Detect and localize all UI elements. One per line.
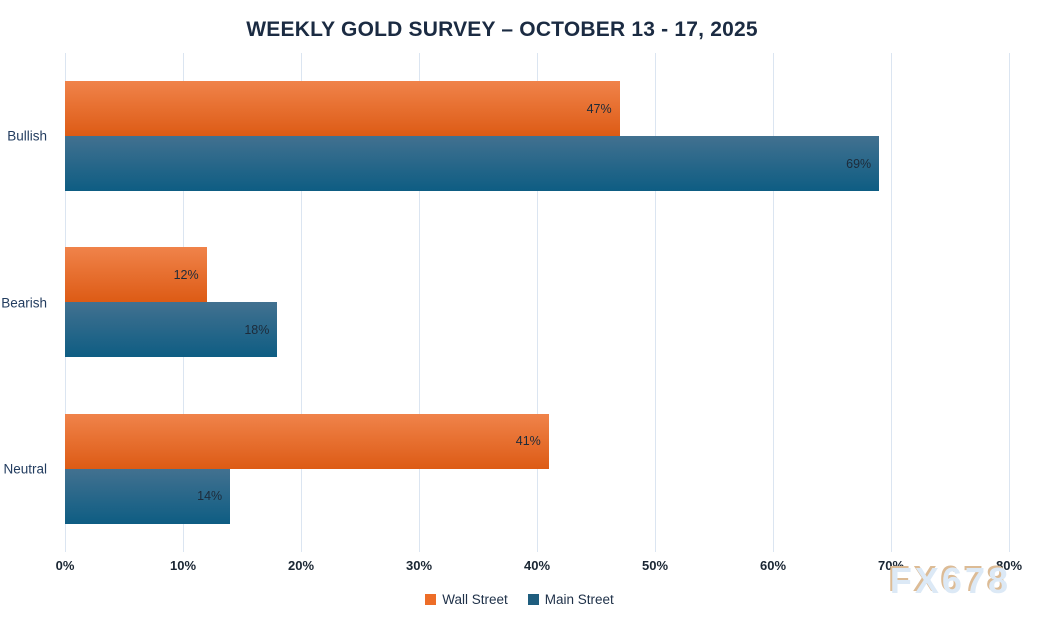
category-label-bullish: Bullish xyxy=(7,128,47,144)
bar-main-street-bearish: 18% xyxy=(65,302,278,358)
x-tick-label: 40% xyxy=(523,558,551,573)
category-axis: Bullish Bearish Neutral xyxy=(0,53,57,552)
bar-group-neutral: 41% 14% xyxy=(65,386,1009,552)
x-tick-label: 60% xyxy=(759,558,787,573)
bar-wall-street-bearish: 12% xyxy=(65,247,207,303)
legend: Wall Street Main Street xyxy=(0,592,1039,607)
value-axis: 0% 10% 20% 30% 40% 50% 60% 70% 80% xyxy=(56,558,1022,576)
category-label-bearish: Bearish xyxy=(1,295,47,310)
legend-label-main-street: Main Street xyxy=(544,592,614,607)
category-label-neutral: Neutral xyxy=(3,461,47,477)
gridline xyxy=(537,53,538,552)
bar-group-bearish: 12% 18% xyxy=(65,219,1009,385)
x-tick-label: 30% xyxy=(405,558,433,573)
chart-title: WEEKLY GOLD SURVEY – OCTOBER 13 - 17, 20… xyxy=(246,18,758,41)
watermark: FX678 xyxy=(889,560,1011,601)
x-tick-label: 50% xyxy=(641,558,669,573)
bar-value-label: 12% xyxy=(173,267,199,282)
bar-main-street-neutral: 14% xyxy=(65,468,231,524)
bar-wall-street-neutral: 41% xyxy=(65,413,549,469)
gridline xyxy=(1009,53,1010,552)
x-tick-label: 0% xyxy=(55,558,75,573)
bar-value-label: 69% xyxy=(846,156,872,171)
gridline xyxy=(891,53,892,552)
bar-value-label: 18% xyxy=(244,322,270,337)
bar-main-street-bullish: 69% xyxy=(65,136,880,192)
gridline xyxy=(655,53,656,552)
x-tick-label: 80% xyxy=(995,558,1023,573)
bar-value-label: 41% xyxy=(515,434,541,449)
bar-value-label: 14% xyxy=(197,489,223,504)
legend-label-wall-street: Wall Street xyxy=(442,592,508,607)
gridline xyxy=(301,53,302,552)
legend-item-main-street: Main Street xyxy=(527,592,614,607)
gridline xyxy=(419,53,420,552)
gridline xyxy=(773,53,774,552)
plot-area: 47% 69% 12% 18% 41% 14% xyxy=(65,53,1010,552)
bar-group-bullish: 47% 69% xyxy=(65,53,1009,219)
x-tick-label: 10% xyxy=(169,558,197,573)
legend-swatch-wall-street xyxy=(425,594,437,605)
x-tick-label: 70% xyxy=(877,558,905,573)
bar-wall-street-bullish: 47% xyxy=(65,81,620,137)
legend-item-wall-street: Wall Street xyxy=(425,592,508,607)
bar-value-label: 47% xyxy=(586,101,612,116)
legend-swatch-main-street xyxy=(527,594,539,605)
x-tick-label: 20% xyxy=(287,558,315,573)
